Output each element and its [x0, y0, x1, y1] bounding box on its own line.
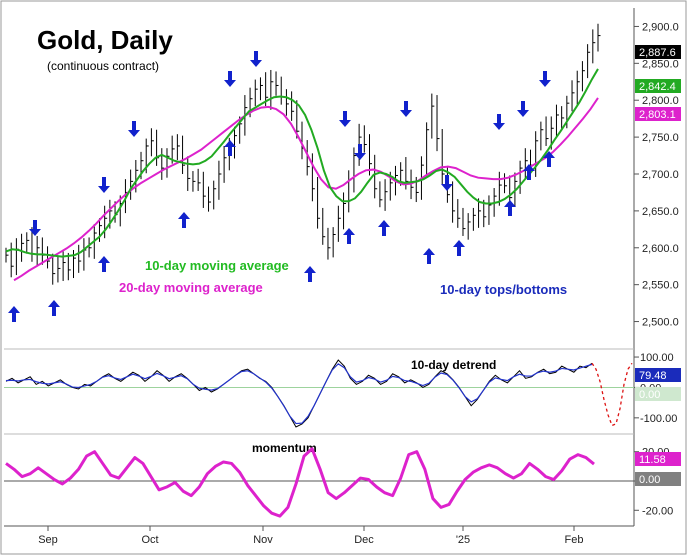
x-tick-label: Oct — [141, 534, 158, 546]
chart-title: Gold, Daily — [37, 25, 173, 55]
bottom-arrow — [224, 140, 236, 156]
ma20-legend-label: 20-day moving average — [119, 280, 263, 295]
price-y-tick-label: 2,900.0 — [642, 21, 679, 33]
price-y-tick-label: 2,600.0 — [642, 243, 679, 255]
price-y-tick-label: 2,500.0 — [642, 317, 679, 329]
top-arrow — [354, 144, 366, 160]
top-arrow — [224, 71, 236, 87]
ma20-last-value: 2,803.1 — [639, 109, 676, 121]
x-tick-label: Dec — [354, 534, 374, 546]
detrend-last-tag: 79.48 — [635, 368, 681, 382]
top-arrow — [250, 51, 262, 67]
momentum-zero-tag: 0.00 — [635, 472, 681, 486]
top-arrow — [493, 114, 505, 130]
ma10-legend-label: 10-day moving average — [145, 258, 289, 273]
top-arrow — [128, 121, 140, 137]
detrend-zero-value: 0.00 — [639, 389, 660, 401]
detrend-panel-label: 10-day detrend — [411, 358, 496, 372]
momentum-y-tick-label: -20.00 — [642, 505, 673, 517]
detrend-zero-tag: 0.00 — [635, 387, 681, 401]
x-tick-label: '25 — [456, 534, 470, 546]
bottom-arrow — [523, 164, 535, 180]
bottom-arrow — [378, 220, 390, 236]
bottom-arrow — [304, 266, 316, 282]
ma10-last-tag: 2,842.4 — [635, 79, 681, 93]
bottom-arrow — [98, 256, 110, 272]
x-axis-ticks: Sep Oct Nov Dec '25 Feb — [38, 526, 583, 546]
price-y-tick-label: 2,750.0 — [642, 132, 679, 144]
price-last-value: 2,887.6 — [639, 47, 676, 59]
bottom-arrow — [453, 240, 465, 256]
top-arrow — [517, 101, 529, 117]
top-arrow — [400, 101, 412, 117]
x-tick-label: Nov — [253, 534, 273, 546]
detrend-series-line — [5, 359, 593, 428]
price-y-tick-label: 2,550.0 — [642, 280, 679, 292]
bottom-arrow — [48, 300, 60, 316]
detrend-y-tick-label: 100.00 — [640, 352, 674, 364]
bottom-arrow — [178, 212, 190, 228]
turn-arrows — [8, 51, 555, 322]
momentum-zero-value: 0.00 — [639, 474, 660, 486]
bottom-arrow — [543, 151, 555, 167]
price-y-tick-label: 2,650.0 — [642, 206, 679, 218]
bottom-arrow — [343, 228, 355, 244]
detrend-cycle-line — [5, 363, 593, 425]
momentum-last-value: 11.58 — [639, 454, 666, 466]
ma20-last-tag: 2,803.1 — [635, 107, 681, 121]
momentum-panel-label: momentum — [252, 441, 317, 455]
bottom-arrow — [423, 248, 435, 264]
price-y-tick-label: 2,800.0 — [642, 95, 679, 107]
price-y-axis: 2,900.0 2,850.0 2,800.0 2,750.0 2,700.0 2,650… — [634, 21, 679, 329]
x-tick-label: Sep — [38, 534, 58, 546]
top-arrow — [441, 175, 453, 191]
top-arrow — [98, 177, 110, 193]
price-y-tick-label: 2,700.0 — [642, 169, 679, 181]
detrend-last-value: 79.48 — [639, 370, 667, 382]
top-arrow — [339, 111, 351, 127]
momentum-last-tag: 11.58 — [635, 452, 681, 466]
price-last-tag: 2,887.6 — [635, 45, 681, 59]
top-arrow — [539, 71, 551, 87]
detrend-projection-line — [591, 362, 633, 427]
ma10-series-line — [5, 68, 599, 258]
x-tick-label: Feb — [565, 534, 584, 546]
turns-legend-label: 10-day tops/bottoms — [440, 282, 567, 297]
bottom-arrow — [8, 306, 20, 322]
detrend-y-tick-label: -100.00 — [640, 413, 677, 425]
ma20-series-line — [13, 97, 599, 282]
momentum-series-line — [5, 447, 595, 518]
price-y-tick-label: 2,850.0 — [642, 58, 679, 70]
bottom-arrow — [504, 200, 516, 216]
ma10-last-value: 2,842.4 — [639, 81, 676, 93]
top-arrow — [29, 220, 41, 236]
chart-subtitle: (continuous contract) — [47, 59, 159, 73]
